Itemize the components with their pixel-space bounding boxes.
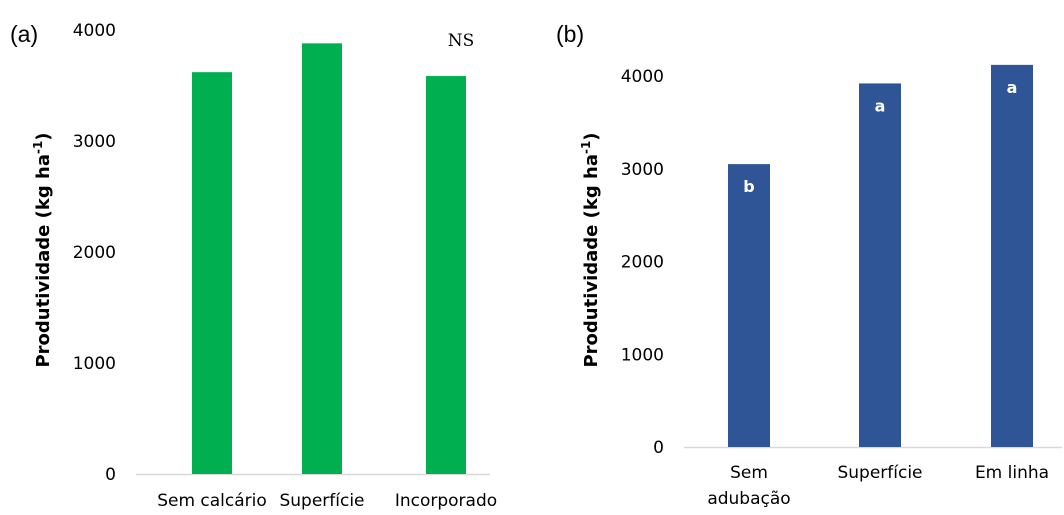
y-tick-label-b: 3000	[621, 160, 664, 180]
y-axis-label-a: Produtividade (kg ha-1)	[31, 132, 54, 367]
y-axis-label-a-close: )	[33, 132, 54, 140]
bar-data-label-b-3: a	[1007, 78, 1018, 97]
ns-annotation: NS	[448, 31, 475, 51]
y-tick-label-a: 2000	[73, 243, 116, 263]
bar-b-3	[991, 64, 1033, 448]
bar-b-1	[728, 164, 770, 448]
chart-panel-a: (a) Produtividade (kg ha-1) NS 0 1000 2000…	[10, 21, 497, 511]
panel-letter-a: (a)	[10, 21, 38, 47]
y-axis-label-b-sup: -1	[579, 141, 593, 154]
panel-letter-b: (b)	[556, 21, 584, 47]
bar-b-2	[859, 83, 901, 448]
y-axis-label-b: Produtividade (kg ha-1)	[579, 132, 602, 367]
x-category-label-a-2: Superfície	[279, 491, 364, 511]
x-category-label-b-3: Em linha	[975, 463, 1049, 483]
bar-data-label-b-1: b	[743, 177, 754, 196]
y-tick-label-b: 4000	[621, 67, 664, 87]
bar-a-2	[302, 43, 342, 474]
bar-a-1	[192, 72, 232, 475]
y-axis-label-a-sup: -1	[31, 141, 45, 154]
y-tick-label-b: 0	[653, 438, 664, 458]
x-category-label-b-2: Superfície	[837, 463, 922, 483]
x-category-label-a-3: Incorporado	[395, 491, 497, 511]
x-category-label-a-1: Sem calcário	[157, 491, 267, 511]
y-tick-label-a: 3000	[73, 132, 116, 152]
y-axis-label-a-main: Produtividade (kg ha	[33, 154, 54, 368]
y-axis-label-b-close: )	[581, 132, 602, 140]
y-tick-label-b: 1000	[621, 345, 664, 365]
bar-a-3	[426, 76, 466, 474]
bar-data-label-b-2: a	[875, 96, 886, 115]
y-tick-label-a: 0	[105, 465, 116, 485]
chart-panel-b: (b) Produtividade (kg ha-1) 0 1000 2000 300…	[556, 21, 1062, 509]
y-axis-label-b-main: Produtividade (kg ha	[581, 154, 602, 368]
y-tick-label-a: 1000	[73, 354, 116, 374]
x-category-label-b-1: Sem adubação	[707, 463, 790, 509]
y-tick-label-a: 4000	[73, 21, 116, 41]
y-tick-label-b: 2000	[621, 253, 664, 273]
